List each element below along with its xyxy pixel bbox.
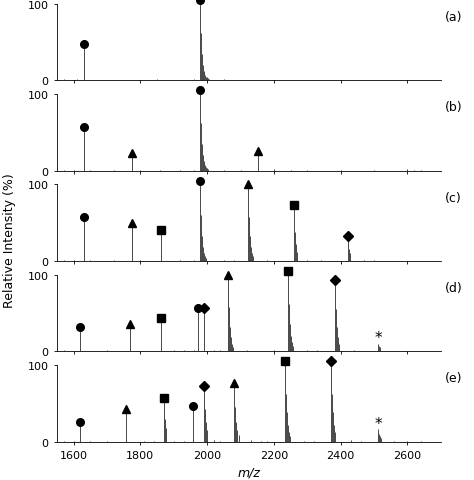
Text: *: * [374, 330, 382, 345]
Text: *: * [374, 416, 382, 431]
Text: (a): (a) [445, 11, 462, 24]
Text: (b): (b) [445, 101, 462, 114]
X-axis label: m/z: m/z [237, 466, 260, 479]
Text: Relative Intensity (%): Relative Intensity (%) [3, 173, 16, 307]
Text: (e): (e) [445, 372, 462, 384]
Text: (c): (c) [445, 191, 461, 204]
Text: (d): (d) [445, 281, 463, 294]
